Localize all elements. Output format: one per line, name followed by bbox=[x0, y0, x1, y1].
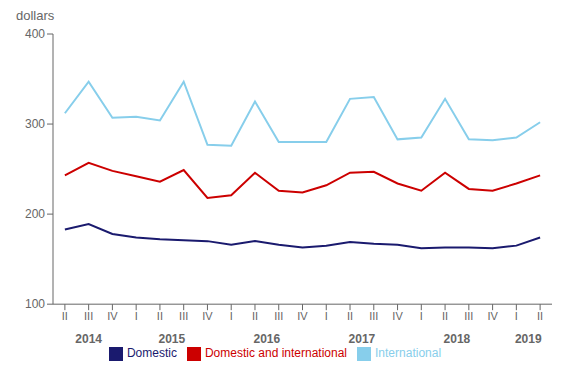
svg-text:II: II bbox=[442, 310, 448, 322]
html-text:International: International bbox=[375, 346, 442, 361]
svg-text:III: III bbox=[274, 310, 283, 322]
svg-text:II: II bbox=[62, 310, 68, 322]
svg-text:300: 300 bbox=[25, 117, 45, 131]
svg-text:III: III bbox=[464, 310, 473, 322]
svg-text:IV: IV bbox=[297, 310, 308, 322]
html-text:Domestic and international: Domestic and international bbox=[204, 346, 347, 361]
svg-text:I: I bbox=[325, 310, 328, 322]
svg-text:100: 100 bbox=[25, 297, 45, 311]
svg-text:200: 200 bbox=[25, 207, 45, 221]
svg-text:II: II bbox=[157, 310, 163, 322]
svg-text:I: I bbox=[135, 310, 138, 322]
svg-text:IV: IV bbox=[107, 310, 118, 322]
svg-text:400: 400 bbox=[25, 27, 45, 41]
svg-text:2019: 2019 bbox=[515, 332, 542, 346]
svg-text:III: III bbox=[84, 310, 93, 322]
svg-text:2015: 2015 bbox=[158, 332, 185, 346]
svg-text:II: II bbox=[252, 310, 258, 322]
svg-text:III: III bbox=[179, 310, 188, 322]
svg-text:I: I bbox=[515, 310, 518, 322]
svg-text:IV: IV bbox=[392, 310, 403, 322]
html-text:Domestic: Domestic bbox=[126, 346, 177, 361]
svg-text:2017: 2017 bbox=[349, 332, 376, 346]
svg-text:2016: 2016 bbox=[254, 332, 281, 346]
svg-text:I: I bbox=[230, 310, 233, 322]
svg-text:II: II bbox=[537, 310, 543, 322]
svg-text:2018: 2018 bbox=[444, 332, 471, 346]
svg-text:2014: 2014 bbox=[75, 332, 102, 346]
svg-text:IV: IV bbox=[202, 310, 213, 322]
html-text:dollars: dollars bbox=[16, 8, 55, 23]
svg-text:IV: IV bbox=[487, 310, 498, 322]
svg-text:I: I bbox=[420, 310, 423, 322]
svg-text:III: III bbox=[369, 310, 378, 322]
svg-text:II: II bbox=[347, 310, 353, 322]
